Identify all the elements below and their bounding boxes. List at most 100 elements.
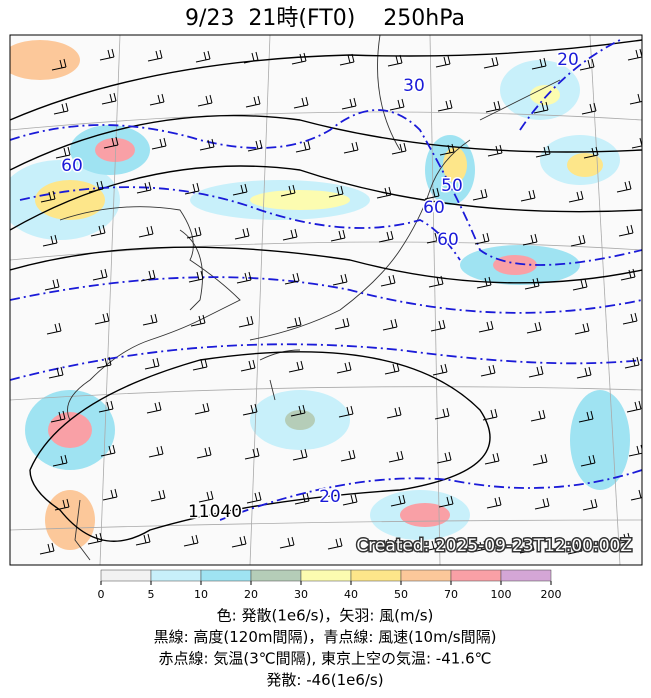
wind-barb [280, 184, 296, 197]
contour-label: 30 [403, 76, 425, 96]
wind-barb [424, 187, 440, 200]
wind-barb [339, 53, 355, 66]
wind-barb [232, 183, 248, 196]
wind-barb [92, 268, 108, 281]
wind-barb [332, 273, 348, 286]
wind-barb [338, 405, 354, 418]
wind-barb [485, 100, 501, 113]
wind-barb [428, 275, 444, 288]
wind-barb [482, 408, 498, 421]
wind-barb [582, 498, 598, 511]
wind-barb [196, 446, 212, 459]
wind-barb [282, 228, 298, 241]
wind-barb [294, 492, 310, 505]
colorbar-segment [350, 569, 402, 582]
wind-barb [99, 48, 115, 61]
created-label: Created: 2025-09-23T12:00:00Z [356, 536, 632, 556]
colorbar-tick-label: 70 [444, 588, 458, 601]
wind-barb [336, 361, 352, 374]
colorbar-segment [250, 569, 302, 582]
wind-barb [484, 452, 500, 465]
caption-line: 色: 発散(1e6/s)，矢羽: 風(m/s) [217, 607, 434, 625]
colorbar: 0 5 10 20 30 40 50 70 100 200 [98, 569, 562, 601]
wind-barb [39, 542, 55, 555]
wind-barb [330, 229, 346, 242]
wind-barb [384, 362, 400, 375]
wind-barb [102, 488, 118, 501]
wind-barb [378, 230, 394, 243]
wind-barb [581, 102, 597, 115]
wind-barb [375, 538, 391, 551]
wind-barb [101, 92, 117, 105]
wind-barb [486, 496, 502, 509]
wind-barb [535, 145, 551, 158]
wind-barb [290, 404, 306, 417]
wind-barb [487, 144, 503, 157]
wind-speed-contours [10, 39, 642, 521]
wind-barb [48, 366, 64, 379]
contour-label: 60 [437, 230, 459, 250]
map-background [10, 35, 642, 565]
colorbar-segment [100, 569, 152, 582]
colorbar-segment [500, 569, 552, 582]
wind-barb [238, 315, 254, 328]
caption: 色: 発散(1e6/s)，矢羽: 風(m/s) 黒線: 高度(120m間隔)，青点… [154, 607, 497, 690]
wind-barb [236, 271, 252, 284]
graticule [10, 35, 642, 565]
wind-barb [578, 410, 594, 423]
wind-barb [192, 358, 208, 371]
wind-barb [386, 406, 402, 419]
colorbar-segment [150, 569, 202, 582]
colorbar-segment [300, 569, 352, 582]
wind-barb [231, 535, 247, 548]
wind-barb [151, 137, 167, 150]
wind-barb [483, 56, 499, 69]
wind-barb [147, 49, 163, 62]
colorbar-segment [400, 569, 452, 582]
wind-barb [434, 407, 450, 420]
wind-barb [568, 190, 584, 203]
wind-barb [136, 181, 152, 194]
wind-barb [100, 444, 116, 457]
wind-barb [519, 541, 535, 554]
wind-barb [430, 319, 446, 332]
wind-barb [54, 498, 70, 511]
wind-barb [40, 190, 56, 203]
wind-barb [630, 489, 642, 501]
wind-barb [96, 356, 112, 369]
wind-barb [138, 225, 154, 238]
wind-barb [242, 403, 258, 416]
wind-barb [340, 449, 356, 462]
wind-barb [140, 269, 156, 282]
wind-barb [616, 180, 632, 193]
wind-barb [94, 312, 110, 325]
wind-barb [624, 356, 640, 369]
wind-barb [98, 400, 114, 413]
wind-barb [240, 359, 256, 372]
wind-barb [628, 444, 642, 457]
wind-barb [570, 234, 586, 247]
divergence-shading [10, 40, 630, 550]
map-frame [9, 34, 643, 566]
colorbar-tick-label: 50 [394, 588, 408, 601]
wind-barb [480, 364, 496, 377]
wind-barb [87, 532, 103, 545]
wind-barb [135, 533, 151, 546]
wind-barb [474, 232, 490, 245]
wind-barb [292, 448, 308, 461]
wind-barb [567, 542, 583, 555]
contour-label: 20 [557, 50, 579, 70]
wind-barb [246, 491, 262, 504]
wind-barb [46, 322, 62, 335]
wind-barb [243, 51, 259, 64]
wind-barb [471, 540, 487, 553]
wind-barb [194, 402, 210, 415]
wind-barb [580, 454, 596, 467]
wind-barb [51, 58, 67, 71]
wind-barb [197, 94, 213, 107]
wind-barb [388, 450, 404, 463]
wind-barb [103, 136, 119, 149]
wind-barb [328, 185, 344, 198]
wind-barb [478, 320, 494, 333]
colorbar-tick-label: 100 [491, 588, 512, 601]
